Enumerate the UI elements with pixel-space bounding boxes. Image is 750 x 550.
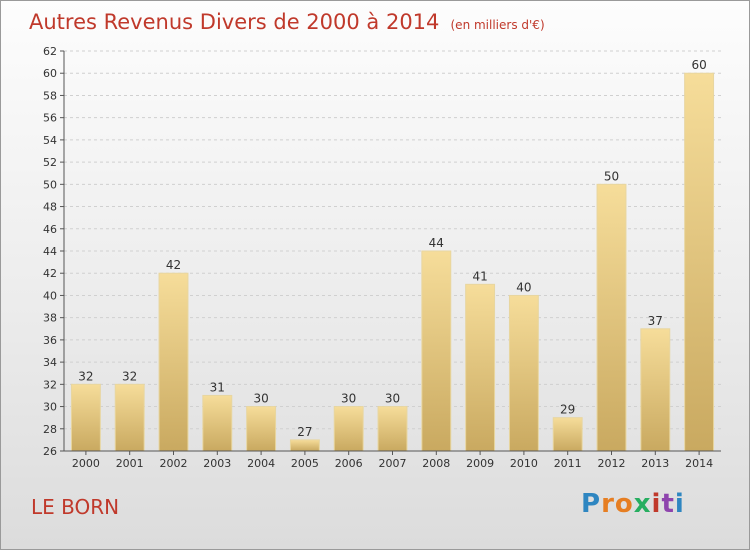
- y-tick-label: 48: [43, 201, 57, 214]
- y-tick-label: 32: [43, 378, 57, 391]
- value-label-2007: 30: [385, 392, 400, 406]
- bar-2013: [640, 328, 671, 452]
- brand-letter: o: [614, 489, 634, 519]
- y-tick-label: 30: [43, 401, 57, 414]
- x-tick-label-2008: 2008: [422, 457, 450, 470]
- y-axis: 26 28 30 32 34 36 38 40 42 44 46 48 50 52 54 56 58 60 62: [43, 45, 65, 458]
- bar-2000: [70, 383, 101, 452]
- x-tick-label-2001: 2001: [116, 457, 144, 470]
- value-label-2009: 41: [472, 269, 487, 283]
- brand-letter: i: [674, 489, 685, 519]
- value-label-2001: 32: [122, 369, 137, 383]
- bar-2004: [246, 406, 277, 452]
- x-tick-label-2012: 2012: [598, 457, 626, 470]
- x-tick-label-2006: 2006: [335, 457, 363, 470]
- y-tick-label: 50: [43, 178, 57, 191]
- title-text: Autres Revenus Divers de 2000 à 2014: [29, 10, 440, 34]
- x-tick-label-2000: 2000: [72, 457, 100, 470]
- x-tick-label-2009: 2009: [466, 457, 494, 470]
- value-label-2014: 60: [691, 58, 706, 72]
- bar-2001: [114, 383, 145, 452]
- bar-2010: [508, 294, 539, 452]
- x-tick-label-2010: 2010: [510, 457, 538, 470]
- value-label-2003: 31: [210, 380, 225, 394]
- value-label-2005: 27: [297, 425, 312, 439]
- x-tick-label-2003: 2003: [203, 457, 231, 470]
- y-tick-label: 36: [43, 334, 57, 347]
- bar-2005: [289, 439, 320, 452]
- x-tick-label-2005: 2005: [291, 457, 319, 470]
- value-label-2006: 30: [341, 392, 356, 406]
- y-tick-label: 44: [43, 245, 57, 258]
- y-tick-label: 46: [43, 223, 57, 236]
- y-tick-label: 40: [43, 289, 57, 302]
- location-label: LE BORN: [31, 495, 120, 519]
- brand-letter: r: [601, 489, 615, 519]
- x-tick-label-2004: 2004: [247, 457, 275, 470]
- y-tick-label: 26: [43, 445, 57, 458]
- value-label-2011: 29: [560, 403, 575, 417]
- y-tick-label: 56: [43, 112, 57, 125]
- brand-letter: i: [651, 489, 662, 519]
- y-tick-label: 28: [43, 423, 57, 436]
- bar-2012: [596, 183, 627, 452]
- x-tick-label-2002: 2002: [160, 457, 188, 470]
- brand-letter: t: [661, 489, 675, 519]
- y-tick-label: 58: [43, 89, 57, 102]
- bar-2007: [377, 406, 408, 452]
- bar-2006: [333, 406, 364, 452]
- value-label-2000: 32: [78, 369, 93, 383]
- y-tick-label: 60: [43, 67, 57, 80]
- x-axis: 2000 2001 2002 2003 2004 2005 2006 2007 2008 2009…: [64, 450, 721, 470]
- unit-text: (en milliers d'€): [450, 18, 545, 32]
- bar-2014: [684, 72, 715, 452]
- bars: 32 32 42 31 30 27 30 30 44 41 40 29 50 37 60: [70, 58, 715, 452]
- y-tick-label: 34: [43, 356, 57, 369]
- brand-letter: P: [581, 489, 602, 519]
- bar-2008: [421, 250, 452, 452]
- value-label-2008: 44: [429, 236, 444, 250]
- y-tick-label: 38: [43, 312, 57, 325]
- value-label-2002: 42: [166, 258, 181, 272]
- bar-2002: [158, 272, 189, 452]
- x-tick-label-2013: 2013: [641, 457, 669, 470]
- x-tick-label-2011: 2011: [554, 457, 582, 470]
- value-label-2013: 37: [648, 314, 663, 328]
- chart-title: Autres Revenus Divers de 2000 à 2014 (en…: [29, 10, 545, 34]
- bar-2003: [202, 394, 233, 452]
- x-tick-label-2007: 2007: [379, 457, 407, 470]
- x-tick-label-2014: 2014: [685, 457, 713, 470]
- bar-2011: [552, 417, 583, 452]
- y-tick-label: 52: [43, 156, 57, 169]
- value-label-2010: 40: [516, 280, 531, 294]
- y-tick-label: 62: [43, 45, 57, 58]
- y-tick-label: 54: [43, 134, 57, 147]
- brand-logo: Proxiti: [581, 489, 685, 519]
- brand-letter: x: [633, 489, 652, 519]
- y-tick-label: 42: [43, 267, 57, 280]
- bar-2009: [465, 283, 496, 452]
- value-label-2012: 50: [604, 169, 619, 183]
- value-label-2004: 30: [253, 392, 268, 406]
